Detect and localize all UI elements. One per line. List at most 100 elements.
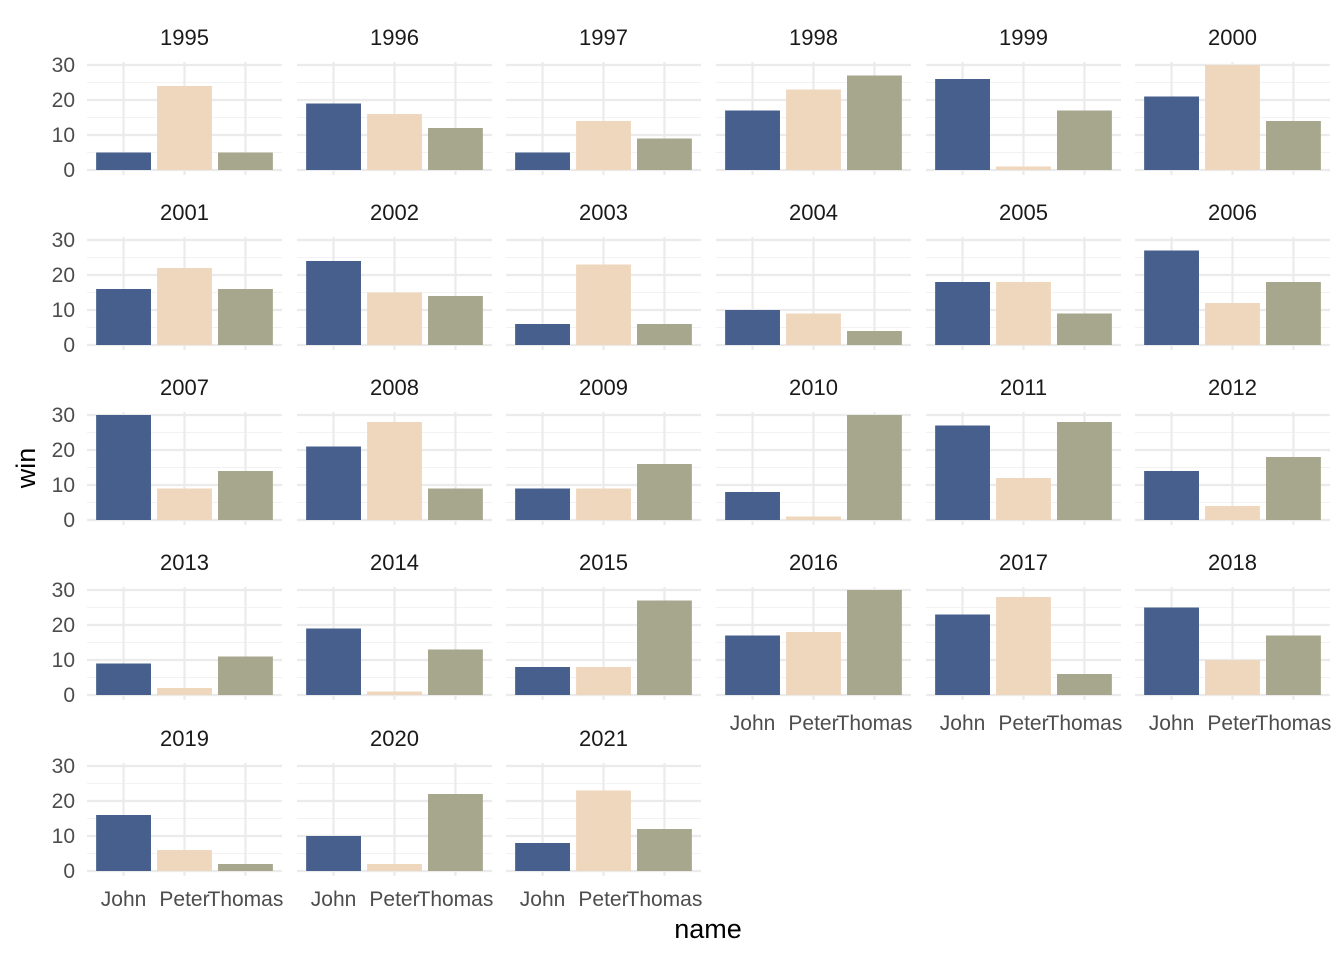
facet-panel-2008: 2008 bbox=[297, 375, 492, 525]
bar-john bbox=[935, 79, 990, 170]
bar-john bbox=[515, 324, 570, 345]
x-tick-label: Thomas bbox=[208, 888, 284, 911]
bar-thomas bbox=[1057, 313, 1112, 345]
y-tick-label: 30 bbox=[52, 229, 75, 252]
bar-thomas bbox=[428, 649, 483, 695]
facet-panel-2000: 2000 bbox=[1135, 25, 1330, 175]
bar-peter bbox=[1205, 506, 1260, 520]
facet-title: 2006 bbox=[1208, 200, 1257, 225]
bar-peter bbox=[1205, 660, 1260, 695]
bar-peter bbox=[1205, 303, 1260, 345]
bar-peter bbox=[157, 850, 212, 871]
y-tick-label: 30 bbox=[52, 404, 75, 427]
bar-john bbox=[96, 415, 151, 520]
y-tick-label: 10 bbox=[52, 474, 75, 497]
y-tick-label: 0 bbox=[63, 334, 75, 357]
bar-john bbox=[96, 289, 151, 345]
x-tick-label: Thomas bbox=[627, 888, 703, 911]
facet-title: 2020 bbox=[370, 726, 419, 751]
x-tick-label: Peter bbox=[578, 888, 628, 911]
y-tick-label: 10 bbox=[52, 299, 75, 322]
facet-title: 2003 bbox=[579, 200, 628, 225]
bar-thomas bbox=[847, 331, 902, 345]
bar-john bbox=[935, 282, 990, 345]
bar-john bbox=[306, 103, 361, 170]
bar-john bbox=[515, 843, 570, 871]
facet-title: 2001 bbox=[160, 200, 209, 225]
bar-john bbox=[1144, 250, 1199, 345]
bar-peter bbox=[157, 86, 212, 170]
y-tick-label: 0 bbox=[63, 509, 75, 532]
facet-title: 2021 bbox=[579, 726, 628, 751]
bar-peter bbox=[367, 422, 422, 520]
bar-peter bbox=[996, 282, 1051, 345]
bar-peter bbox=[157, 268, 212, 345]
bar-john bbox=[515, 667, 570, 695]
facet-panel-2007: 2007 0 10 20 30 bbox=[52, 375, 282, 532]
x-tick-label: Thomas bbox=[1047, 712, 1123, 735]
bar-peter bbox=[786, 89, 841, 170]
bar-thomas bbox=[218, 152, 273, 170]
y-tick-label: 0 bbox=[63, 684, 75, 707]
facet-title: 1995 bbox=[160, 25, 209, 50]
facet-title: 1997 bbox=[579, 25, 628, 50]
facet-title: 2000 bbox=[1208, 25, 1257, 50]
x-tick-label: Peter bbox=[998, 712, 1048, 735]
y-tick-label: 10 bbox=[52, 825, 75, 848]
y-tick-label: 0 bbox=[63, 860, 75, 883]
bar-john bbox=[306, 836, 361, 871]
facet-panel-2003: 2003 bbox=[506, 200, 701, 350]
bar-peter bbox=[157, 488, 212, 520]
bar-thomas bbox=[637, 324, 692, 345]
bar-john bbox=[725, 635, 780, 695]
facet-title: 2010 bbox=[789, 375, 838, 400]
y-tick-label: 30 bbox=[52, 755, 75, 778]
facet-panel-1998: 1998 bbox=[716, 25, 911, 175]
facet-title: 2019 bbox=[160, 726, 209, 751]
facet-panel-2012: 2012 bbox=[1135, 375, 1330, 525]
bar-thomas bbox=[428, 296, 483, 345]
bar-peter bbox=[367, 114, 422, 170]
facet-panel-2013: 2013 0 10 20 30 bbox=[52, 550, 282, 707]
x-tick-label: Thomas bbox=[1256, 712, 1332, 735]
facet-panel-1995: 1995 0 10 20 30 bbox=[52, 25, 282, 182]
facet-title: 2009 bbox=[579, 375, 628, 400]
y-tick-label: 30 bbox=[52, 54, 75, 77]
x-tick-label: Peter bbox=[1207, 712, 1257, 735]
facet-title: 2007 bbox=[160, 375, 209, 400]
bar-thomas bbox=[847, 590, 902, 695]
bar-thomas bbox=[1266, 635, 1321, 695]
x-tick-label: John bbox=[730, 712, 776, 735]
bar-thomas bbox=[637, 464, 692, 520]
x-tick-label: Peter bbox=[159, 888, 209, 911]
y-tick-label: 20 bbox=[52, 790, 75, 813]
bar-thomas bbox=[1057, 674, 1112, 695]
facet-title: 2014 bbox=[370, 550, 419, 575]
y-tick-label: 20 bbox=[52, 614, 75, 637]
y-tick-label: 30 bbox=[52, 579, 75, 602]
y-tick-label: 10 bbox=[52, 124, 75, 147]
bar-peter bbox=[996, 597, 1051, 695]
facet-title: 2008 bbox=[370, 375, 419, 400]
bar-peter bbox=[576, 667, 631, 695]
facet-panel-2010: 2010 bbox=[716, 375, 911, 525]
bar-peter bbox=[786, 313, 841, 345]
bar-john bbox=[725, 310, 780, 345]
facet-panel-1997: 1997 bbox=[506, 25, 701, 175]
bar-peter bbox=[367, 691, 422, 695]
x-tick-label: John bbox=[311, 888, 357, 911]
bar-peter bbox=[786, 516, 841, 520]
bar-peter bbox=[157, 688, 212, 695]
bar-john bbox=[96, 815, 151, 871]
bar-thomas bbox=[637, 829, 692, 871]
facet-title: 2018 bbox=[1208, 550, 1257, 575]
bar-peter bbox=[367, 864, 422, 871]
bar-thomas bbox=[1057, 110, 1112, 170]
bar-thomas bbox=[218, 471, 273, 520]
bar-thomas bbox=[218, 656, 273, 695]
facet-panel-2015: 2015 bbox=[506, 550, 701, 700]
